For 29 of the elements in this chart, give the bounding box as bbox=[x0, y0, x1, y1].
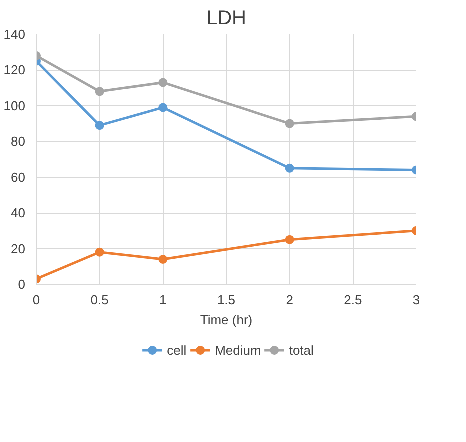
point bbox=[95, 248, 104, 257]
legend-label: Medium bbox=[215, 342, 262, 358]
x-tick-label: 1 bbox=[160, 292, 167, 308]
point bbox=[285, 119, 294, 128]
y-tick-label: 80 bbox=[11, 134, 26, 150]
point bbox=[285, 235, 294, 244]
x-tick-label: 2 bbox=[286, 292, 294, 308]
x-tick-label: 3 bbox=[412, 292, 420, 308]
y-tick-label: 140 bbox=[4, 27, 26, 42]
x-tick-label: 1.5 bbox=[217, 292, 236, 308]
point bbox=[285, 164, 294, 173]
point bbox=[158, 103, 168, 112]
y-tick-label: 40 bbox=[11, 206, 26, 221]
x-tick-label: 2.5 bbox=[344, 292, 362, 308]
y-tick-label: 0 bbox=[18, 277, 26, 292]
y-tick-label: 120 bbox=[4, 62, 26, 78]
point bbox=[95, 87, 104, 96]
point bbox=[158, 255, 168, 264]
point bbox=[158, 78, 168, 88]
y-tick-label: 20 bbox=[11, 241, 26, 256]
x-tick-label: 0.5 bbox=[90, 292, 109, 308]
y-tick-label: 60 bbox=[11, 170, 26, 185]
x-tick-label: 0 bbox=[32, 292, 40, 308]
chart-title: LDH bbox=[206, 8, 247, 30]
point bbox=[95, 121, 104, 130]
y-tick-label: 100 bbox=[4, 98, 26, 114]
legend-label: total bbox=[289, 342, 314, 358]
x-axis-title: Time (hr) bbox=[200, 312, 253, 328]
legend-label: cell bbox=[167, 342, 188, 358]
